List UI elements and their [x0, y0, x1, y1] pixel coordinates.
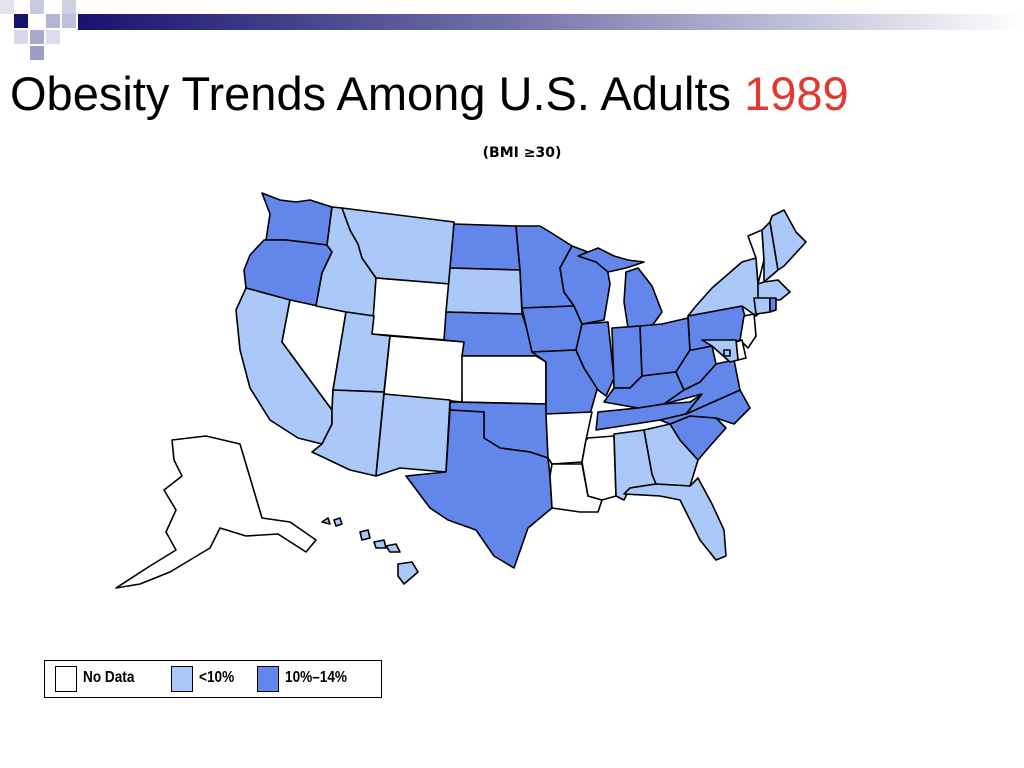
state-co [383, 335, 465, 403]
state-ct [753, 297, 771, 315]
state-dc [723, 349, 731, 357]
header-decoration [0, 0, 1024, 60]
state-ri [769, 297, 777, 313]
header-squares [0, 0, 76, 60]
header-gradient-bar [78, 14, 1024, 30]
legend-swatch-10-14 [257, 666, 279, 692]
state-tx [405, 409, 553, 569]
state-ma [757, 279, 791, 301]
state-ia [521, 305, 583, 353]
state-wy [371, 277, 451, 341]
state-mi [623, 267, 663, 329]
state-me [769, 209, 807, 271]
state-sd [445, 267, 523, 315]
state-il [575, 321, 615, 397]
slide-title: Obesity Trends Among U.S. Adults 1989 [10, 64, 849, 124]
legend-swatch-no-data [55, 666, 77, 692]
state-ks [461, 355, 547, 405]
legend-swatch-under-10 [171, 666, 193, 692]
state-vt [747, 229, 765, 285]
title-text: Obesity Trends Among U.S. Adults [10, 67, 745, 120]
state-ak [115, 435, 317, 589]
state-ny [687, 257, 763, 317]
title-year: 1989 [744, 67, 849, 120]
state-mi-up [577, 247, 645, 273]
legend-label-no-data: No Data [83, 669, 135, 686]
map-legend: No Data <10% 10%–14% [44, 660, 382, 698]
state-hi [321, 517, 419, 585]
state-nj [739, 313, 757, 349]
legend-label-under-10: <10% [199, 669, 235, 686]
state-nm [375, 393, 451, 477]
state-wi [559, 245, 611, 325]
bmi-subtitle: (BMI ≥30) [482, 145, 562, 161]
state-nd [449, 223, 521, 271]
state-ms [581, 435, 617, 501]
state-wa [261, 192, 333, 246]
state-nh [761, 221, 779, 283]
legend-label-10-14: 10%–14% [285, 669, 348, 686]
state-fl [623, 477, 727, 561]
state-in [611, 325, 643, 389]
